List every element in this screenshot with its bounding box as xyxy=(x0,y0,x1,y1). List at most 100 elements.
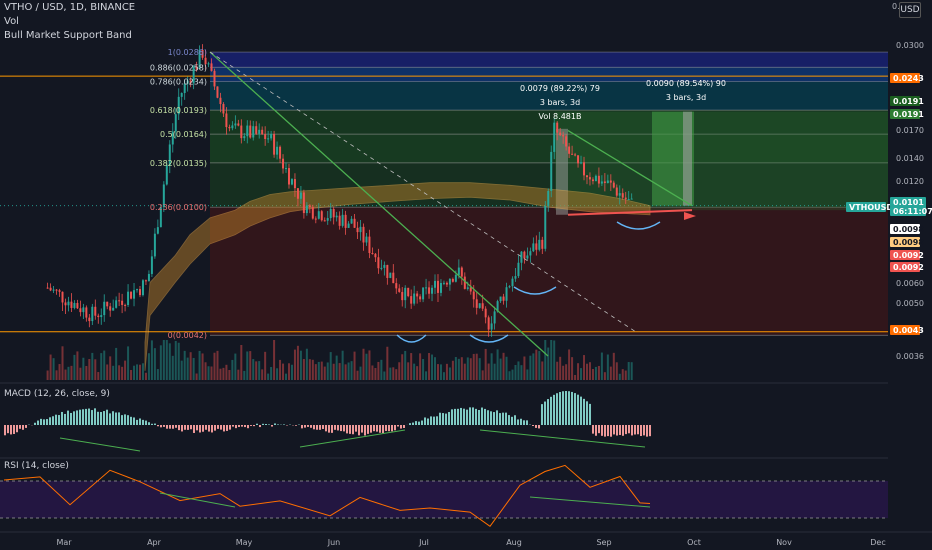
candle-body xyxy=(290,179,293,185)
macd-histogram-bar xyxy=(511,416,513,425)
volume-bar xyxy=(195,373,198,380)
candle-body xyxy=(228,127,231,129)
candle-body xyxy=(448,278,451,285)
volume-bar xyxy=(502,352,505,380)
price-marker-bg xyxy=(890,73,920,83)
macd-histogram-bar xyxy=(49,417,51,425)
candle-body xyxy=(541,239,544,249)
candle-body xyxy=(594,175,597,182)
candle-body xyxy=(267,138,270,140)
candle-body xyxy=(231,125,234,129)
macd-histogram-bar xyxy=(418,421,420,425)
candle-body xyxy=(261,129,264,135)
volume-bar xyxy=(82,357,85,380)
rsi-label: RSI (14, close) xyxy=(4,461,69,471)
volume-bar xyxy=(109,356,112,380)
candle-body xyxy=(481,303,484,309)
month-tick: May xyxy=(236,538,253,547)
macd-histogram-bar xyxy=(625,425,627,435)
macd-histogram-bar xyxy=(355,425,357,432)
macd-histogram-bar xyxy=(340,425,342,432)
macd-histogram-bar xyxy=(244,425,246,428)
volume-bar xyxy=(553,340,556,380)
volume-bars xyxy=(46,340,633,380)
candle-body xyxy=(463,276,466,289)
price-axis[interactable]: 0.04000.03000.01700.01400.01200.00600.00… xyxy=(846,0,932,550)
wedge-bottom xyxy=(567,209,693,216)
volume-bar xyxy=(270,367,273,380)
month-tick: Jul xyxy=(418,538,429,547)
rsi-divergence xyxy=(529,496,651,508)
volume-bar xyxy=(448,367,451,380)
macd-histogram-bar xyxy=(226,425,228,431)
price-marker-text: 0.0092 xyxy=(893,251,924,260)
macd-histogram-bar xyxy=(550,396,552,425)
candle-body xyxy=(67,301,70,306)
volume-bar xyxy=(487,363,490,380)
candle-body xyxy=(112,307,115,311)
candle-body xyxy=(162,184,165,208)
volume-bar xyxy=(159,345,162,380)
volume-bar xyxy=(344,364,347,380)
candle-body xyxy=(52,289,55,291)
volume-bar xyxy=(314,364,317,380)
macd-histogram-bar xyxy=(76,410,78,425)
volume-bar xyxy=(404,350,407,380)
macd-histogram-bar xyxy=(232,425,234,427)
candle-body xyxy=(574,154,577,156)
volume-bar xyxy=(371,365,374,380)
volume-bar xyxy=(431,354,434,380)
volume-bar xyxy=(356,370,359,380)
volume-bar xyxy=(168,343,171,380)
candle-body xyxy=(442,282,445,284)
macd-histogram-bar xyxy=(631,425,633,436)
price-marker-text: 0.0098 xyxy=(893,225,924,234)
candle-body xyxy=(270,133,273,139)
macd-histogram-bar xyxy=(61,411,63,425)
candle-body xyxy=(91,306,94,322)
time-axis[interactable]: Mar Apr May Jun Jul Aug Sep Oct Nov Dec xyxy=(0,531,932,547)
volume-bar xyxy=(517,361,520,380)
currency-button[interactable]: USD xyxy=(899,2,921,18)
candle-body xyxy=(395,283,398,289)
price-marker-text: 0.0101 xyxy=(893,198,924,207)
volume-bar xyxy=(88,358,91,380)
macd-histogram-bar xyxy=(544,401,546,425)
macd-histogram-bar xyxy=(604,425,606,437)
candle-body xyxy=(82,307,85,313)
macd-histogram-bar xyxy=(586,401,588,425)
price-marker-bg xyxy=(890,109,920,119)
macd-histogram-bar xyxy=(475,408,477,425)
macd-histogram-bar xyxy=(595,425,597,436)
macd-histogram-bar xyxy=(43,419,45,425)
macd-histogram-bar xyxy=(370,425,372,433)
pattern-arc xyxy=(396,334,427,343)
volume-bar xyxy=(574,374,577,380)
macd-divergence xyxy=(479,429,646,448)
macd-histogram-bar xyxy=(169,425,171,429)
macd-histogram-bar xyxy=(163,425,165,427)
rsi-pane: 75.0050.0025.00 xyxy=(0,457,932,527)
volume-bar xyxy=(225,364,228,380)
candle-body xyxy=(514,276,517,279)
price-marker: 0.0092 xyxy=(890,262,924,272)
volume-bar xyxy=(335,355,338,380)
fib-label: 0.786(0.0234) xyxy=(150,78,207,87)
macd-histogram-bar xyxy=(640,425,642,437)
macd-histogram-bar xyxy=(535,425,537,428)
macd-histogram-bar xyxy=(634,425,636,435)
candle-body xyxy=(133,290,136,299)
candle-body xyxy=(603,181,606,184)
macd-histogram-bar xyxy=(430,416,432,425)
candle-body xyxy=(585,175,588,178)
volume-bar xyxy=(276,368,279,380)
volume-bar xyxy=(538,351,541,380)
candle-body xyxy=(508,286,511,288)
volume-bar xyxy=(216,350,219,380)
candle-body xyxy=(401,291,404,301)
macd-histogram-bar xyxy=(151,423,153,425)
candle-body xyxy=(320,211,323,221)
candle-body xyxy=(368,236,371,253)
candle-body xyxy=(273,133,276,155)
